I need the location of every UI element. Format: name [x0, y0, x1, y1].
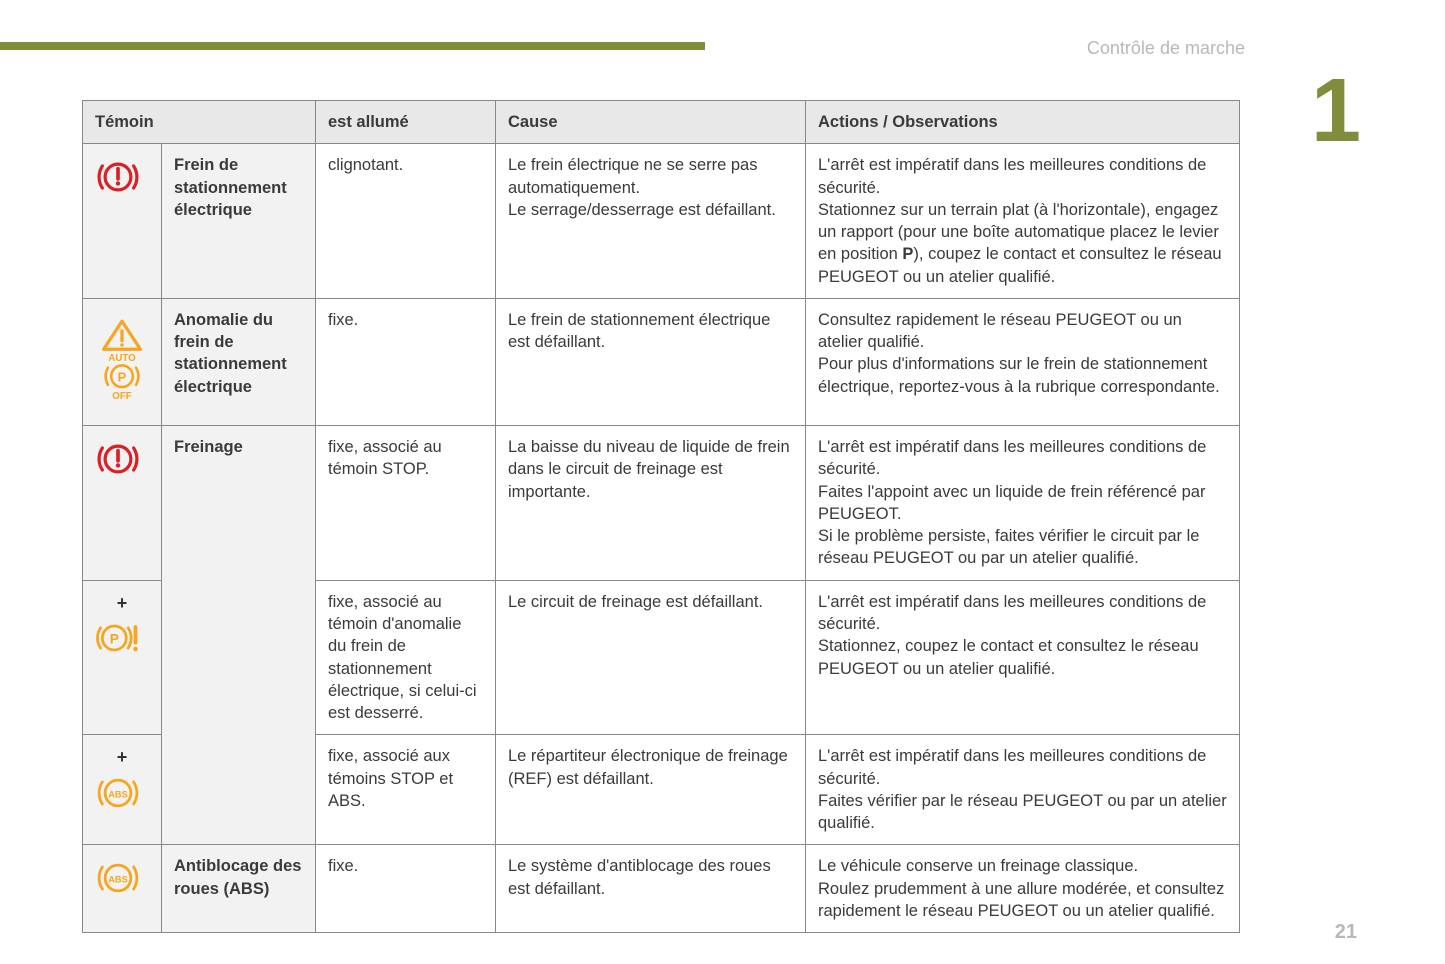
plus-sign: +: [95, 591, 149, 615]
abs-icon: [95, 770, 141, 816]
cause-cell: Le circuit de freinage est défaillant.: [496, 580, 806, 735]
table-row: Frein de stationnement électrique cligno…: [83, 144, 1240, 299]
table-header-row: Témoin est allumé Cause Actions / Observ…: [83, 101, 1240, 144]
col-header-state: est allumé: [316, 101, 496, 144]
svg-text:AUTO: AUTO: [108, 353, 136, 364]
auto-p-off-icon: AUTO P OFF: [95, 309, 149, 409]
abs-icon: [95, 855, 141, 901]
state-cell: fixe.: [316, 845, 496, 933]
indicator-label: Freinage: [162, 426, 316, 845]
state-cell: clignotant.: [316, 144, 496, 299]
icon-cell: +: [83, 580, 162, 735]
cause-cell: Le répartiteur électronique de freinage …: [496, 735, 806, 845]
action-cell: L'arrêt est impératif dans les meilleure…: [806, 144, 1240, 299]
brake-warning-icon: [95, 154, 141, 200]
action-cell: L'arrêt est impératif dans les meilleure…: [806, 580, 1240, 735]
cause-cell: Le frein électrique ne se serre pas auto…: [496, 144, 806, 299]
state-cell: fixe, associé au témoin d'anomalie du fr…: [316, 580, 496, 735]
action-cell: L'arrêt est impératif dans les meilleure…: [806, 735, 1240, 845]
section-title: Contrôle de marche: [1087, 38, 1245, 59]
icon-cell: [83, 426, 162, 581]
brake-warning-icon: [95, 436, 141, 482]
icon-cell: +: [83, 735, 162, 845]
icon-cell: [83, 845, 162, 933]
state-cell: fixe, associé au témoin STOP.: [316, 426, 496, 581]
indicator-label: Anomalie du frein de stationnement élect…: [162, 298, 316, 425]
action-cell: L'arrêt est impératif dans les meilleure…: [806, 426, 1240, 581]
table-row: AUTO P OFF Anomalie du frein de stationn…: [83, 298, 1240, 425]
cause-cell: La baisse du niveau de liquide de frein …: [496, 426, 806, 581]
col-header-cause: Cause: [496, 101, 806, 144]
page-number: 21: [1335, 921, 1357, 944]
svg-text:P: P: [118, 370, 127, 385]
indicator-label: Frein de stationnement électrique: [162, 144, 316, 299]
state-cell: fixe, associé aux témoins STOP et ABS.: [316, 735, 496, 845]
cause-cell: Le frein de stationnement électrique est…: [496, 298, 806, 425]
top-accent-bar: [0, 42, 705, 50]
table-row: Freinage fixe, associé au témoin STOP. L…: [83, 426, 1240, 581]
col-header-temoin: Témoin: [83, 101, 316, 144]
table-row: Antiblocage des roues (ABS) fixe. Le sys…: [83, 845, 1240, 933]
indicator-label: Antiblocage des roues (ABS): [162, 845, 316, 933]
action-cell: Le véhicule conserve un freinage classiq…: [806, 845, 1240, 933]
plus-sign: +: [95, 745, 149, 769]
svg-text:OFF: OFF: [112, 391, 131, 402]
icon-cell: [83, 144, 162, 299]
icon-cell: AUTO P OFF: [83, 298, 162, 425]
warning-indicators-table: Témoin est allumé Cause Actions / Observ…: [82, 100, 1240, 933]
cause-cell: Le système d'antiblocage des roues est d…: [496, 845, 806, 933]
chapter-number: 1: [1311, 60, 1361, 163]
action-cell: Consultez rapidement le réseau PEUGEOT o…: [806, 298, 1240, 425]
col-header-action: Actions / Observations: [806, 101, 1240, 144]
state-cell: fixe.: [316, 298, 496, 425]
p-exclaim-icon: [95, 615, 141, 661]
